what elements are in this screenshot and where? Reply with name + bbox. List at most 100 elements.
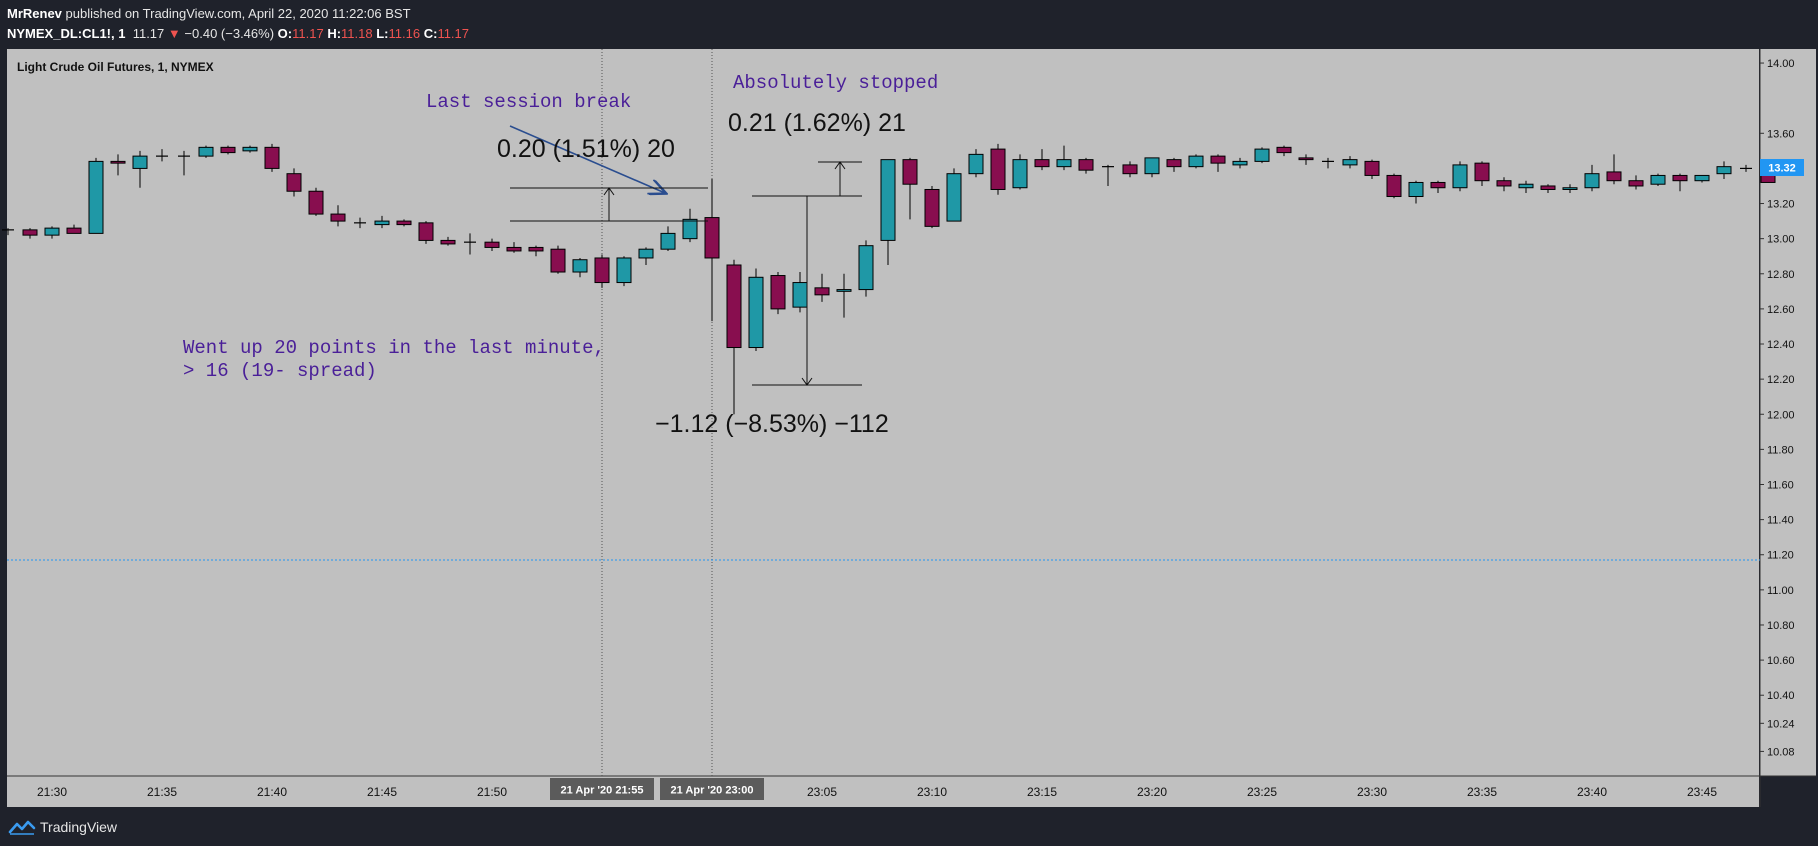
candle-body [550, 248, 566, 273]
candle-body [484, 241, 500, 248]
candle-body [1188, 155, 1204, 168]
y-tick-label: 11.60 [1767, 479, 1794, 491]
drawings[interactable] [509, 125, 862, 386]
candle-body [1012, 159, 1028, 189]
annotation-last-session-break[interactable]: Last session break [426, 91, 631, 113]
time-axis[interactable] [7, 776, 1759, 807]
y-tick-label: 12.80 [1767, 269, 1795, 281]
candle-body [1298, 157, 1314, 161]
annotation-absolutely-stopped[interactable]: Absolutely stopped [733, 72, 938, 94]
candle-body [1122, 164, 1138, 175]
footer: TradingView [0, 808, 1818, 846]
annotation-went-up-line-2[interactable]: > 16 (19- spread) [183, 360, 377, 382]
low-value: 11.16 [388, 26, 421, 41]
candle-body [506, 246, 522, 252]
x-tick-label: 21:35 [147, 785, 177, 799]
open-label: O: [277, 26, 293, 41]
x-tick-label: 23:15 [1027, 785, 1057, 799]
y-tick-label: 12.20 [1767, 374, 1795, 386]
candle-body [1474, 162, 1490, 182]
candle-body [286, 173, 302, 192]
candle-body [726, 264, 742, 349]
measure-3-arrowhead [834, 161, 846, 170]
y-tick-label: 14.00 [1767, 58, 1795, 70]
candle-body [198, 146, 214, 157]
candle-body [1232, 160, 1248, 166]
candle-body [1386, 174, 1402, 198]
x-tick-label: 23:05 [807, 785, 837, 799]
x-tick-label: 23:20 [1137, 785, 1167, 799]
annotation-went-up-line-1[interactable]: Went up 20 points in the last minute, [183, 337, 605, 359]
candle-body [880, 159, 896, 241]
candle-body [418, 222, 434, 241]
candle-body [638, 248, 654, 259]
candle-body [902, 159, 918, 185]
candle-body [1056, 159, 1072, 168]
candle-body [946, 173, 962, 222]
y-tick-label: 10.40 [1767, 690, 1795, 702]
candle-body [110, 160, 126, 164]
candle-body [1364, 160, 1380, 176]
x-tick-label: 21:45 [367, 785, 397, 799]
measure-2-arrowhead [801, 377, 813, 386]
candle-body [88, 160, 104, 234]
y-tick-label: 10.08 [1767, 746, 1795, 758]
candle-body [1166, 159, 1182, 168]
x-tick-label: 21:30 [37, 785, 67, 799]
candle-body [1254, 148, 1270, 162]
candle-body [132, 155, 148, 169]
symbol-label[interactable]: NYMEX_DL:CL1!, 1 [7, 26, 126, 41]
candle-body [1276, 146, 1292, 154]
down-arrow-icon: ▼ [167, 26, 181, 41]
close-label: C: [423, 26, 438, 41]
x-tick-label: 23:25 [1247, 785, 1277, 799]
author-name[interactable]: MrRenev [7, 6, 62, 21]
candle-body [264, 146, 280, 169]
x-tick-label: 23:40 [1577, 785, 1607, 799]
candle-body [660, 232, 676, 250]
candles[interactable] [2, 143, 1776, 415]
crosshair-label: 21 Apr '20 23:00 [671, 785, 754, 797]
tradingview-logo[interactable]: TradingView [8, 819, 117, 835]
candle-body [1606, 171, 1622, 182]
y-tick-label: 12.40 [1767, 339, 1795, 351]
candle-body [330, 213, 346, 222]
measure-1-arrowhead [603, 187, 615, 196]
candle-body [704, 217, 720, 259]
published-text: published on TradingView.com, April 22, … [65, 6, 411, 21]
x-tick-label: 23:30 [1357, 785, 1387, 799]
candle-body [1584, 173, 1600, 189]
x-tick-label: 23:35 [1467, 785, 1497, 799]
candle-body [1650, 174, 1666, 185]
candle-body [1694, 174, 1710, 182]
candle-body [440, 239, 456, 245]
low-label: L: [376, 26, 389, 41]
measure-3-label: 0.21 (1.62%) 21 [728, 109, 906, 137]
tradingview-brand: TradingView [40, 819, 118, 835]
open-value: 11.17 [292, 26, 324, 41]
candle-body [836, 289, 852, 292]
candle-body [858, 245, 874, 291]
candle-body [1716, 166, 1732, 175]
candle-body [770, 275, 786, 310]
session-break-lines: 21 Apr '20 21:55 21 Apr '20 23:00 [550, 49, 764, 800]
candle-body [1408, 181, 1424, 198]
price-change: −0.40 (−3.46%) [184, 26, 275, 41]
current-price-tag: 13.32 [1760, 159, 1804, 176]
chart-header: MrRenev published on TradingView.com, Ap… [0, 0, 1818, 48]
candle-body [44, 227, 60, 236]
session-break-arrow[interactable] [509, 125, 665, 193]
candle-body [374, 220, 390, 226]
y-tick-label: 10.80 [1767, 620, 1795, 632]
y-tick-label: 11.80 [1767, 444, 1794, 456]
measure-1-label: 0.20 (1.51%) 20 [497, 135, 675, 163]
x-axis-labels: 21:30 21:35 21:40 21:45 21:50 23:05 23:10 23:15… [37, 785, 1717, 799]
candle-body [814, 287, 830, 296]
candle-body [22, 229, 38, 236]
candle-body [1430, 181, 1446, 189]
high-label: H: [327, 26, 342, 41]
candle-body [396, 220, 412, 226]
price-chart[interactable]: 14.0013.6013.4013.2013.0012.8012.6012.40… [0, 48, 1818, 808]
candle-body [1540, 185, 1556, 190]
candle-body [242, 146, 258, 152]
